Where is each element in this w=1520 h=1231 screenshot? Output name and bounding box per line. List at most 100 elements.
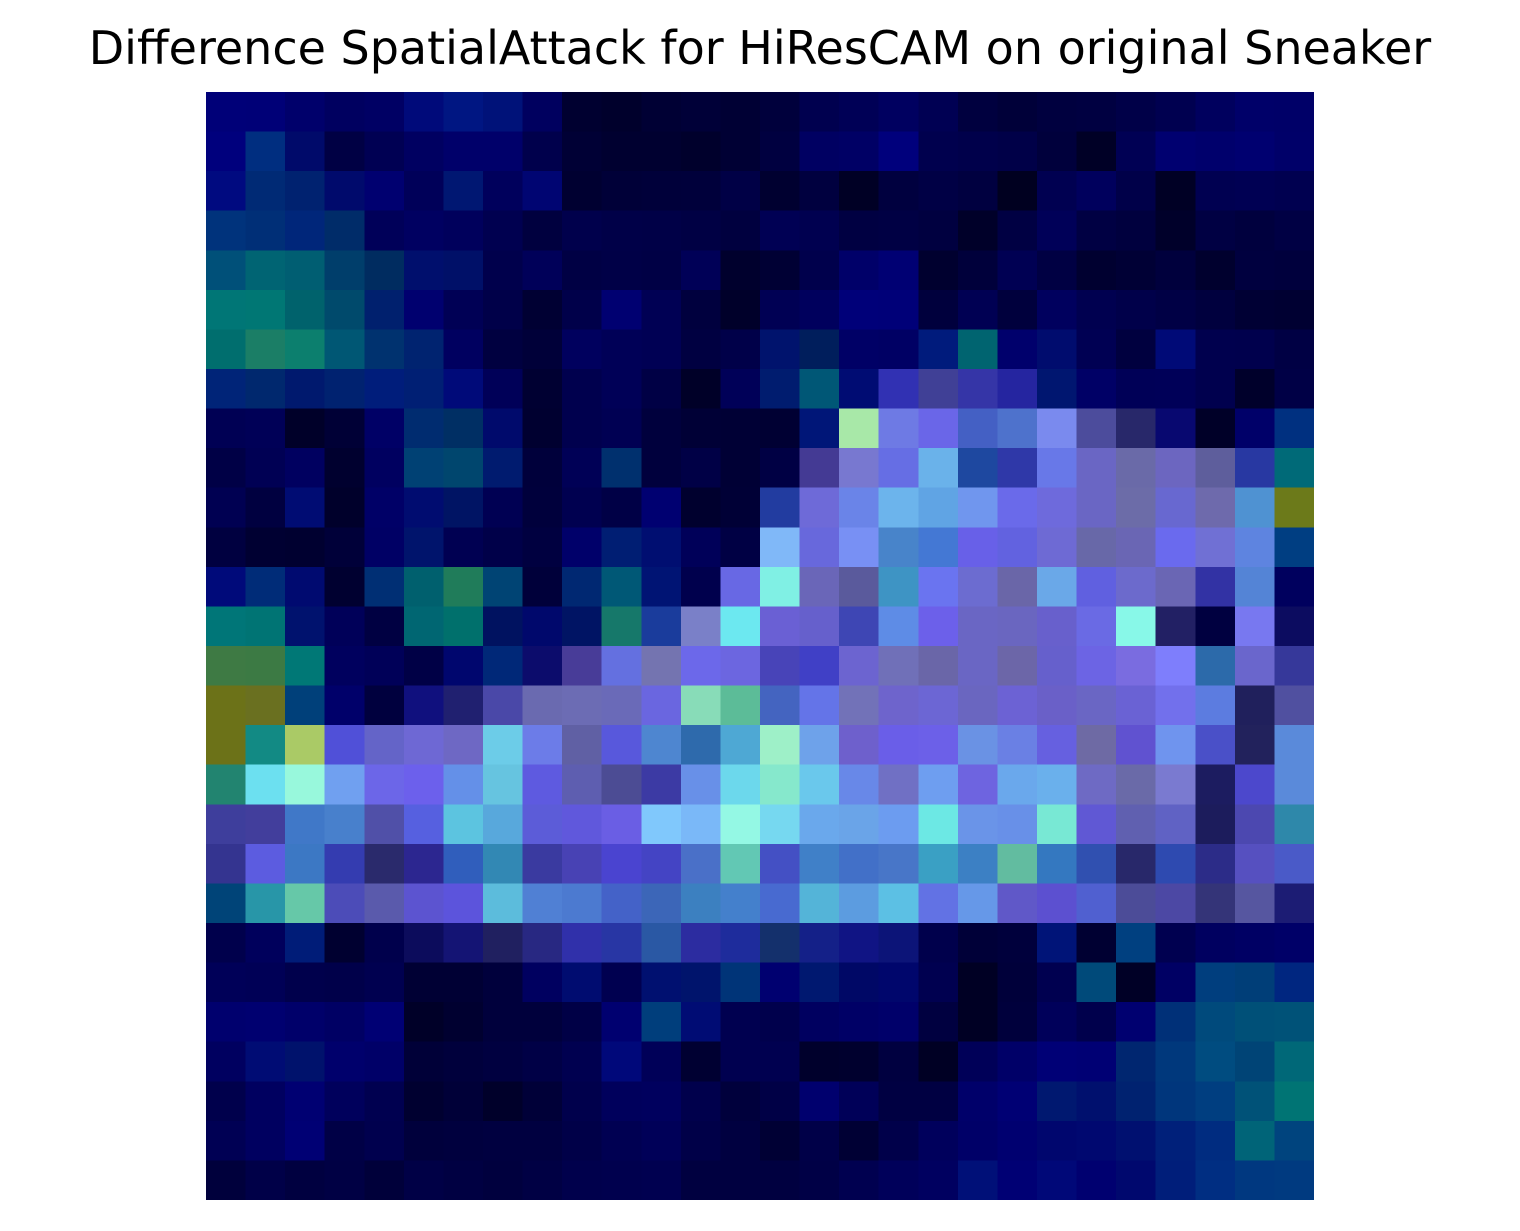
heatmap-cell-r23-c17 (878, 1002, 919, 1043)
heatmap-cell-r23-c8 (522, 1002, 563, 1043)
heatmap-cell-r22-c25 (1195, 962, 1236, 1003)
heatmap-cell-r22-c4 (364, 962, 405, 1003)
heatmap-cell-r26-c27 (1274, 1120, 1314, 1162)
heatmap-cell-r16-c1 (245, 725, 286, 766)
heatmap-cell-r25-c15 (799, 1081, 840, 1122)
heatmap-cell-r22-c18 (918, 962, 959, 1003)
heatmap-cell-r9-c7 (483, 448, 524, 489)
heatmap-cell-r19-c6 (443, 843, 484, 885)
heatmap-cell-r12-c5 (403, 566, 445, 608)
heatmap-cell-r9-c11 (641, 448, 682, 489)
heatmap-cell-r19-c23 (1116, 843, 1157, 885)
heatmap-cell-r18-c10 (601, 804, 642, 845)
heatmap-cell-r10-c3 (324, 487, 365, 528)
heatmap-cell-r12-c26 (1234, 566, 1276, 608)
heatmap-cell-r13-c15 (799, 606, 840, 647)
heatmap-cell-r10-c1 (245, 487, 286, 528)
heatmap-cell-r6-c4 (364, 329, 405, 370)
heatmap-cell-r4-c12 (680, 250, 722, 291)
heatmap-cell-r21-c13 (720, 923, 761, 964)
heatmap-cell-r17-c13 (720, 764, 761, 805)
heatmap-cell-r6-c0 (206, 329, 247, 370)
heatmap-cell-r0-c14 (760, 92, 801, 133)
heatmap-cell-r0-c15 (799, 92, 840, 133)
heatmap-cell-r3-c14 (760, 210, 801, 251)
heatmap-cell-r6-c10 (601, 329, 642, 370)
heatmap-cell-r23-c27 (1274, 1002, 1314, 1043)
heatmap-cell-r27-c10 (601, 1160, 642, 1200)
heatmap-cell-r5-c19 (957, 289, 999, 331)
heatmap-cell-r19-c9 (562, 843, 603, 885)
heatmap-cell-r8-c24 (1155, 408, 1196, 449)
heatmap-cell-r15-c12 (680, 685, 722, 726)
heatmap-cell-r22-c19 (957, 962, 999, 1003)
heatmap-cell-r9-c4 (364, 448, 405, 489)
heatmap-cell-r23-c7 (483, 1002, 524, 1043)
heatmap-cell-r9-c1 (245, 448, 286, 489)
heatmap-cell-r10-c5 (403, 487, 445, 528)
heatmap-cell-r25-c21 (1037, 1081, 1078, 1122)
heatmap-cell-r22-c10 (601, 962, 642, 1003)
heatmap-cell-r18-c4 (364, 804, 405, 845)
heatmap-cell-r24-c19 (957, 1041, 999, 1082)
heatmap-cell-r9-c26 (1234, 448, 1276, 489)
heatmap-cell-r11-c4 (364, 527, 405, 568)
heatmap-cell-r25-c4 (364, 1081, 405, 1122)
heatmap-cell-r10-c26 (1234, 487, 1276, 528)
heatmap-cell-r27-c1 (245, 1160, 286, 1200)
heatmap-cell-r14-c2 (285, 646, 326, 687)
heatmap-cell-r24-c23 (1116, 1041, 1157, 1082)
heatmap-cell-r1-c20 (997, 131, 1038, 172)
heatmap-cell-r7-c13 (720, 369, 761, 410)
heatmap-cell-r2-c1 (245, 171, 286, 212)
heatmap-cell-r26-c14 (760, 1120, 801, 1162)
heatmap-cell-r20-c26 (1234, 883, 1276, 924)
heatmap-cell-r16-c13 (720, 725, 761, 766)
heatmap-cell-r0-c1 (245, 92, 286, 133)
heatmap-cell-r19-c7 (483, 843, 524, 885)
heatmap-cell-r12-c7 (483, 566, 524, 608)
heatmap-cell-r11-c13 (720, 527, 761, 568)
heatmap-cell-r4-c7 (483, 250, 524, 291)
heatmap-cell-r21-c0 (206, 923, 247, 964)
heatmap-cell-r2-c17 (878, 171, 919, 212)
heatmap-cell-r19-c21 (1037, 843, 1078, 885)
heatmap-cell-r26-c7 (483, 1120, 524, 1162)
heatmap-cell-r3-c16 (839, 210, 880, 251)
heatmap-cell-r25-c26 (1234, 1081, 1276, 1122)
heatmap-cell-r3-c10 (601, 210, 642, 251)
heatmap-cell-r23-c23 (1116, 1002, 1157, 1043)
heatmap-cell-r21-c3 (324, 923, 365, 964)
heatmap-cell-r1-c6 (443, 131, 484, 172)
heatmap-cell-r5-c24 (1155, 289, 1196, 331)
heatmap-cell-r5-c22 (1076, 289, 1117, 331)
heatmap-cell-r24-c21 (1037, 1041, 1078, 1082)
heatmap-cell-r18-c16 (839, 804, 880, 845)
heatmap-cell-r14-c7 (483, 646, 524, 687)
heatmap-cell-r18-c12 (680, 804, 722, 845)
heatmap-cell-r27-c0 (206, 1160, 247, 1200)
heatmap-cell-r4-c22 (1076, 250, 1117, 291)
heatmap-cell-r5-c5 (403, 289, 445, 331)
heatmap-cell-r5-c0 (206, 289, 247, 331)
heatmap-cell-r15-c15 (799, 685, 840, 726)
heatmap-cell-r6-c26 (1234, 329, 1276, 370)
heatmap-cell-r15-c4 (364, 685, 405, 726)
heatmap-cell-r21-c15 (799, 923, 840, 964)
heatmap-cell-r4-c2 (285, 250, 326, 291)
heatmap-cell-r20-c27 (1274, 883, 1314, 924)
heatmap-cell-r23-c4 (364, 1002, 405, 1043)
heatmap-cell-r13-c3 (324, 606, 365, 647)
heatmap-cell-r20-c23 (1116, 883, 1157, 924)
heatmap-cell-r15-c20 (997, 685, 1038, 726)
heatmap-cell-r3-c23 (1116, 210, 1157, 251)
heatmap-cell-r15-c14 (760, 685, 801, 726)
heatmap-cell-r23-c26 (1234, 1002, 1276, 1043)
heatmap-cell-r26-c8 (522, 1120, 563, 1162)
heatmap-cell-r17-c20 (997, 764, 1038, 805)
heatmap-cell-r8-c17 (878, 408, 919, 449)
heatmap-cell-r21-c24 (1155, 923, 1196, 964)
heatmap-cell-r23-c1 (245, 1002, 286, 1043)
heatmap-cell-r6-c23 (1116, 329, 1157, 370)
heatmap-cell-r6-c11 (641, 329, 682, 370)
